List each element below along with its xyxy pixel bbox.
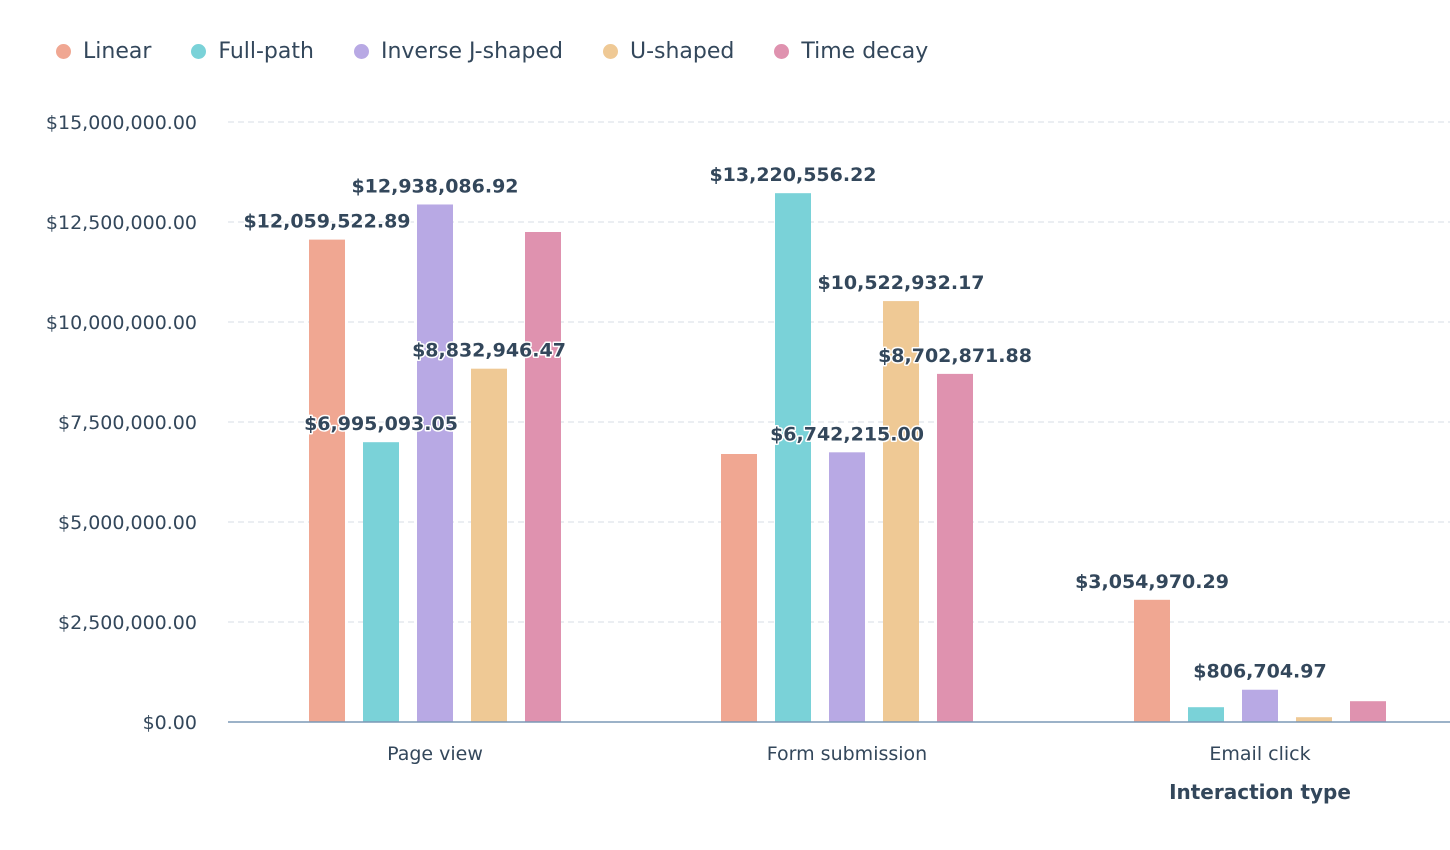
y-tick-label: $10,000,000.00 (46, 312, 197, 334)
bar-inverse-j-shaped-page-view[interactable] (417, 204, 453, 723)
y-tick-label: $12,500,000.00 (46, 212, 197, 234)
legend-label: Time decay (801, 38, 929, 64)
data-label: $6,742,215.00 (770, 423, 924, 445)
legend-item-inverse-j-shaped[interactable]: Inverse J-shaped (353, 38, 563, 64)
bar-linear-page-view[interactable] (309, 239, 345, 722)
data-label: $8,702,871.88 (878, 345, 1032, 367)
y-tick-label: $5,000,000.00 (58, 512, 197, 534)
x-axis-title: Interaction type (1169, 780, 1351, 804)
legend-dot-icon (56, 43, 71, 59)
bar-u-shaped-page-view[interactable] (471, 368, 507, 722)
legend-item-u-shaped[interactable]: U-shaped (602, 38, 735, 64)
legend-item-full-path[interactable]: Full-path (191, 39, 314, 64)
data-label: $10,522,932.17 (817, 272, 984, 294)
data-labels: $12,059,522.89 $6,995,093.05 $12,938,086.9… (242, 163, 1328, 685)
legend-label: Inverse J-shaped (380, 38, 563, 64)
legend-dot-icon (191, 43, 207, 59)
data-label: $13,220,556.22 (709, 164, 876, 186)
legend-item-linear[interactable]: Linear (56, 39, 151, 64)
x-axis: Page view Form submission Email click (228, 721, 1450, 765)
legend-label: U-shaped (629, 38, 735, 64)
bar-full-path-email-click[interactable] (1188, 707, 1224, 722)
y-axis-ticks: $0.00 $2,500,000.00 $5,000,000.00 $7,500,00… (46, 112, 197, 734)
bar-time-decay-page-view[interactable] (525, 232, 561, 722)
data-label: $12,059,522.89 (243, 211, 410, 233)
bar-u-shaped-email-click[interactable] (1296, 717, 1332, 722)
legend: Linear Full-path Inverse J-shaped U-shaped T… (56, 34, 968, 68)
legend-label: Linear (83, 38, 152, 64)
data-label: $12,938,086.92 (351, 175, 518, 197)
bar-linear-form-submission[interactable] (721, 454, 757, 722)
y-tick-label: $0.00 (143, 712, 197, 734)
bar-full-path-page-view[interactable] (363, 442, 399, 722)
y-tick-label: $7,500,000.00 (58, 412, 197, 434)
y-tick-label: $2,500,000.00 (58, 612, 197, 634)
legend-dot-icon (774, 43, 790, 59)
data-label: $8,832,946.47 (412, 340, 566, 362)
data-label: $6,995,093.05 (304, 413, 458, 435)
legend-dot-icon (353, 43, 369, 59)
bars (309, 193, 1386, 723)
bar-inverse-j-shaped-form-submission[interactable] (829, 452, 865, 722)
legend-dot-icon (602, 43, 618, 59)
x-category-label: Email click (1209, 743, 1310, 765)
legend-label: Full-path (218, 38, 314, 64)
bar-linear-email-click[interactable] (1134, 599, 1170, 722)
data-label: $3,054,970.29 (1075, 571, 1229, 593)
bar-time-decay-email-click[interactable] (1350, 701, 1386, 722)
x-category-label: Page view (387, 743, 483, 765)
legend-item-time-decay[interactable]: Time decay (774, 39, 928, 64)
bar-u-shaped-form-submission[interactable] (883, 301, 919, 722)
x-category-label: Form submission (767, 743, 927, 765)
bar-full-path-form-submission[interactable] (775, 193, 811, 723)
bar-inverse-j-shaped-email-click[interactable] (1242, 689, 1278, 722)
y-tick-label: $15,000,000.00 (46, 112, 197, 134)
bar-time-decay-form-submission[interactable] (937, 373, 973, 722)
data-label: $806,704.97 (1193, 661, 1326, 683)
